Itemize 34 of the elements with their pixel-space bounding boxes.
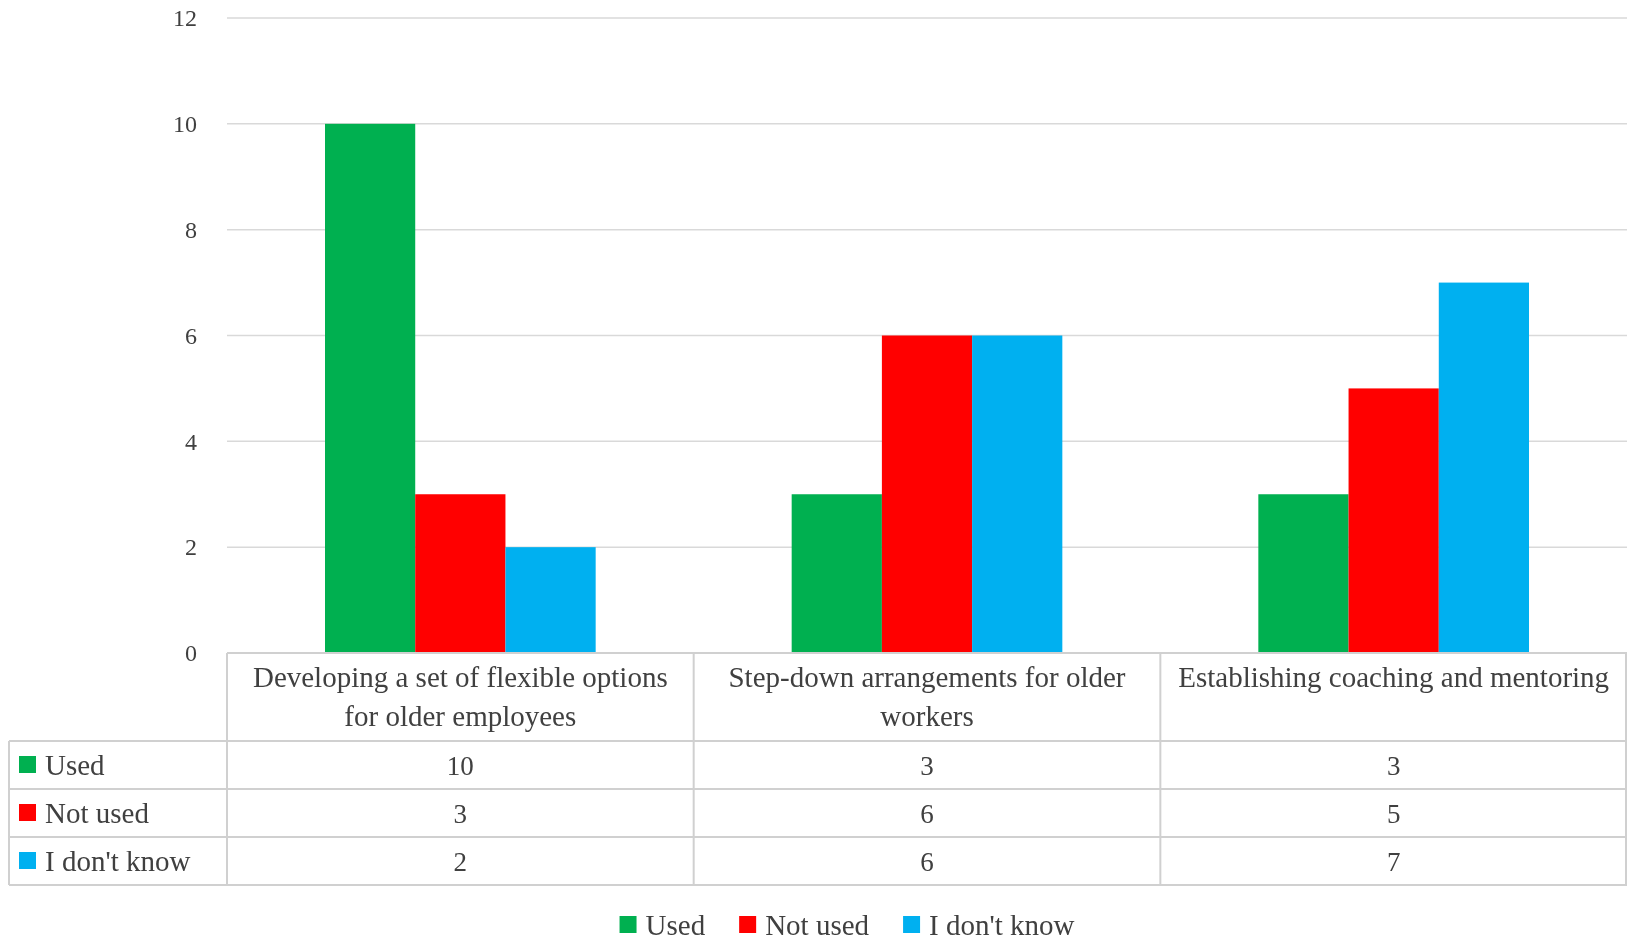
data-label: 6: [920, 799, 934, 829]
y-tick-label: 10: [173, 111, 197, 138]
data-label: 3: [1386, 751, 1401, 781]
x-tick-label: Establishing coaching and mentoring: [1178, 661, 1610, 693]
bar: [505, 547, 596, 653]
bar: [881, 335, 973, 653]
y-tick-label: 2: [185, 534, 197, 561]
text: I don't know: [45, 845, 191, 877]
x-tick-label: Developing a set of flexible options for older employees: [252, 661, 668, 732]
data-label: 3: [920, 751, 934, 781]
data-label: 7: [1386, 847, 1401, 877]
bar: [415, 494, 506, 653]
legend-label: I don't know: [929, 909, 1075, 940]
bar: [1348, 388, 1439, 653]
data-label: 10: [446, 751, 474, 781]
y-tick-label: 0: [185, 640, 197, 667]
data-label: 2: [453, 847, 468, 877]
bar: [972, 335, 1063, 653]
x-tick-label: Step-down arrangements for older workers: [728, 661, 1126, 732]
y-tick-label: 6: [185, 322, 197, 349]
y-tick-label: 12: [173, 5, 197, 32]
legend-label: Not used: [765, 909, 870, 940]
bar: [1258, 494, 1349, 653]
text: Not used: [45, 797, 149, 829]
legend-label: Used: [45, 749, 106, 781]
text: Used: [645, 909, 706, 940]
bar: [791, 494, 882, 653]
bar: [325, 123, 416, 653]
y-tick-label: 4: [185, 428, 197, 455]
data-label: 5: [1386, 799, 1401, 829]
data-label: 6: [920, 847, 934, 877]
bar: [1438, 282, 1529, 653]
data-label: 3: [453, 799, 468, 829]
y-tick-label: 8: [185, 216, 197, 243]
